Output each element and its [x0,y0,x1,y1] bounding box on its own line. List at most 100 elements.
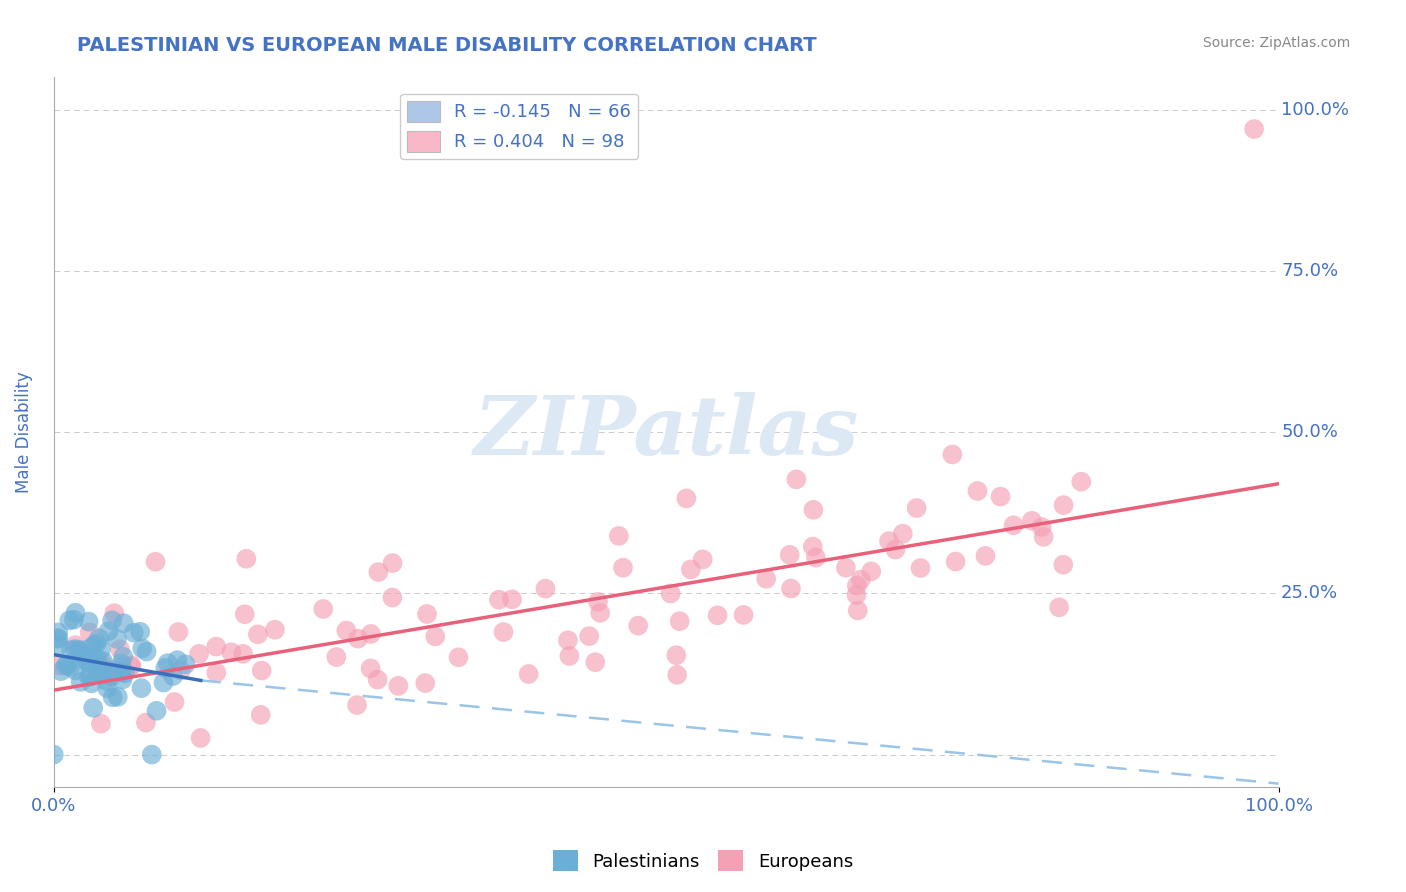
Point [413,676,436,690]
Point [162,669,184,683]
Point [517,667,540,681]
Point [488,592,510,607]
Point [627,618,650,632]
Point [232,647,254,661]
Point [141,747,163,762]
Point [347,632,370,646]
Point [156,656,179,670]
Point [89,631,111,645]
Text: Source: ZipAtlas.com: Source: ZipAtlas.com [1202,36,1350,50]
Point [558,648,581,663]
Point [381,556,404,570]
Point [49,664,72,678]
Point [56,657,79,672]
Point [152,675,174,690]
Point [221,645,243,659]
Point [1031,520,1053,534]
Point [589,606,612,620]
Point [93,665,115,679]
Point [492,625,515,640]
Point [387,679,409,693]
Point [381,591,404,605]
Point [101,664,124,678]
Point [167,625,190,640]
Point [534,582,557,596]
Point [69,644,91,658]
Legend: R = -0.145   N = 66, R = 0.404   N = 98: R = -0.145 N = 66, R = 0.404 N = 98 [401,94,638,159]
Point [69,674,91,689]
Point [76,655,98,669]
Point [233,607,256,622]
Point [72,648,94,663]
Point [779,548,801,562]
Point [188,647,211,661]
Point [1047,600,1070,615]
Point [205,640,228,654]
Point [905,501,928,516]
Point [129,624,152,639]
Point [1032,530,1054,544]
Point [91,654,114,668]
Point [55,658,77,673]
Point [48,658,70,673]
Point [235,551,257,566]
Point [83,638,105,652]
Point [86,636,108,650]
Point [120,658,142,673]
Point [360,627,382,641]
Point [1021,514,1043,528]
Point [246,627,269,641]
Point [58,613,80,627]
Point [90,716,112,731]
Point [910,561,932,575]
Point [205,665,228,680]
Point [785,472,807,486]
Point [249,707,271,722]
Point [804,550,827,565]
Y-axis label: Male Disability: Male Disability [15,371,32,493]
Point [42,747,65,762]
Point [367,673,389,687]
Point [659,586,682,600]
Point [89,657,111,672]
Point [335,624,357,638]
Point [122,625,145,640]
Point [360,661,382,675]
Point [77,670,100,684]
Point [706,608,728,623]
Point [96,674,118,689]
Point [131,641,153,656]
Point [190,731,212,745]
Point [65,606,87,620]
Point [77,615,100,629]
Point [135,644,157,658]
Point [877,534,900,549]
Point [755,572,778,586]
Point [46,632,69,646]
Point [110,665,132,679]
Point [63,642,86,657]
Point [884,542,907,557]
Point [835,560,858,574]
Point [845,588,868,602]
Point [367,565,389,579]
Point [849,573,872,587]
Point [990,490,1012,504]
Point [675,491,697,506]
Point [666,668,689,682]
Point [416,607,439,621]
Point [501,592,523,607]
Text: 25.0%: 25.0% [1281,584,1339,602]
Point [250,664,273,678]
Point [114,666,136,681]
Point [65,638,87,652]
Point [101,613,124,627]
Point [1070,475,1092,489]
Point [131,681,153,695]
Text: ZIPatlas: ZIPatlas [474,392,859,472]
Point [112,616,135,631]
Point [145,555,167,569]
Point [59,660,82,674]
Point [312,602,335,616]
Point [135,715,157,730]
